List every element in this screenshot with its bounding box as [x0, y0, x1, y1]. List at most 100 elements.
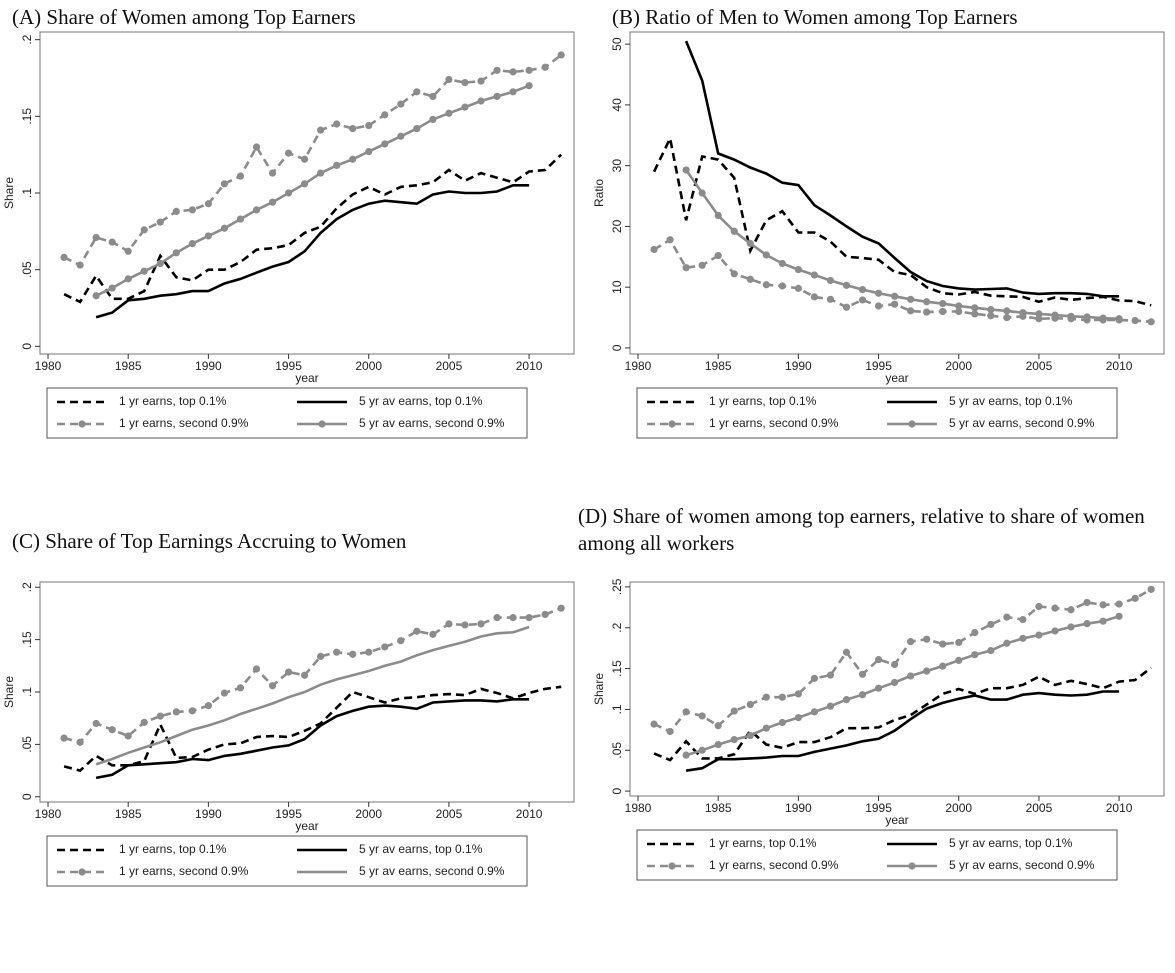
- series-marker: [1019, 309, 1027, 317]
- legend-label: 5 yr av earns, top 0.1%: [949, 394, 1073, 408]
- x-tick-label: 2005: [1026, 359, 1053, 373]
- series-marker: [826, 295, 835, 303]
- series-marker: [445, 75, 453, 84]
- plot-frame: [629, 31, 1165, 355]
- x-tick-label: 1980: [35, 807, 62, 821]
- series-marker: [810, 674, 819, 682]
- series-marker: [381, 140, 389, 148]
- series-marker: [923, 667, 931, 675]
- series-marker: [1003, 313, 1011, 322]
- series-marker: [794, 284, 802, 292]
- series-marker: [907, 672, 915, 680]
- series-marker: [413, 88, 421, 96]
- series-marker: [541, 610, 549, 619]
- legend-box: [636, 387, 1118, 439]
- series-line: [653, 588, 1152, 734]
- y-axis-label: Share: [592, 673, 606, 705]
- series-marker: [429, 115, 437, 123]
- series-marker: [1051, 604, 1059, 612]
- series-marker: [397, 637, 405, 645]
- series-marker: [300, 671, 309, 679]
- series-marker: [714, 722, 722, 730]
- legend-label: 5 yr av earns, second 0.9%: [949, 416, 1095, 430]
- y-tick-label: 50: [610, 37, 624, 51]
- series-marker: [682, 264, 690, 272]
- series-marker: [76, 261, 84, 269]
- series-marker: [381, 643, 389, 651]
- series-line: [684, 40, 1120, 298]
- series-marker: [874, 302, 883, 310]
- series-marker: [762, 724, 770, 732]
- y-axis-label: Ratio: [592, 179, 606, 207]
- series-marker: [557, 604, 565, 612]
- x-tick-label: 1980: [35, 359, 62, 373]
- series-marker: [923, 298, 931, 306]
- series-marker: [971, 651, 979, 659]
- series-marker: [124, 247, 132, 255]
- panel-title: (B) Ratio of Men to Women among Top Earn…: [612, 5, 1018, 29]
- series-marker: [826, 702, 835, 710]
- series-marker: [698, 261, 706, 269]
- series-marker: [890, 660, 899, 669]
- legend-marker: [318, 420, 326, 428]
- y-tick-label: .05: [610, 742, 624, 759]
- x-axis-label: year: [885, 371, 908, 385]
- series-marker: [156, 218, 164, 226]
- y-tick-label: .2: [20, 582, 34, 592]
- series-marker: [1051, 311, 1059, 319]
- series-marker: [172, 249, 180, 257]
- x-tick-label: 1995: [865, 359, 892, 373]
- legend-label: 5 yr av earns, second 0.9%: [359, 864, 505, 878]
- series-marker: [874, 655, 883, 664]
- series-marker: [794, 265, 802, 274]
- legend-box: [46, 387, 528, 439]
- legend-label: 1 yr earns, top 0.1%: [709, 836, 817, 850]
- series-marker: [762, 693, 770, 701]
- series-line: [95, 625, 530, 766]
- y-tick-label: 20: [610, 219, 624, 233]
- series-marker: [746, 275, 754, 283]
- series-marker: [220, 689, 229, 697]
- series-marker: [92, 292, 100, 300]
- series-marker: [284, 189, 293, 197]
- series-marker: [1147, 318, 1155, 326]
- series-marker: [525, 66, 533, 74]
- series-line: [685, 615, 1120, 757]
- x-tick-label: 1990: [785, 359, 812, 373]
- series-marker: [971, 310, 979, 318]
- series-marker: [714, 251, 722, 260]
- series-marker: [1051, 627, 1059, 635]
- series-marker: [1003, 639, 1011, 647]
- series-marker: [907, 295, 915, 303]
- x-tick-label: 2000: [945, 801, 972, 815]
- series-marker: [890, 300, 899, 308]
- series-marker: [365, 148, 373, 156]
- y-tick-label: 0: [20, 343, 34, 350]
- series-marker: [1019, 634, 1027, 642]
- series-marker: [509, 88, 517, 96]
- series-marker: [365, 121, 373, 130]
- legend-marker: [908, 862, 916, 870]
- series-marker: [890, 292, 899, 300]
- series-marker: [300, 155, 309, 163]
- y-tick-label: .15: [20, 108, 34, 125]
- series-line: [685, 690, 1120, 772]
- y-tick-label: .05: [20, 736, 34, 753]
- series-marker: [1083, 620, 1091, 628]
- x-tick-label: 1990: [785, 801, 812, 815]
- legend-label: 5 yr av earns, second 0.9%: [359, 416, 505, 430]
- series-marker: [810, 271, 819, 279]
- x-tick-label: 1985: [115, 807, 142, 821]
- x-tick-label: 1985: [115, 359, 142, 373]
- series-line: [653, 666, 1152, 762]
- series-marker: [108, 284, 116, 292]
- series-marker: [987, 620, 995, 629]
- series-marker: [794, 690, 802, 698]
- series-marker: [923, 308, 931, 316]
- series-marker: [890, 678, 899, 687]
- series-marker: [1067, 623, 1075, 631]
- x-tick-label: 2000: [355, 359, 382, 373]
- x-tick-label: 2010: [1106, 359, 1133, 373]
- series-marker: [778, 693, 786, 701]
- series-marker: [349, 125, 357, 133]
